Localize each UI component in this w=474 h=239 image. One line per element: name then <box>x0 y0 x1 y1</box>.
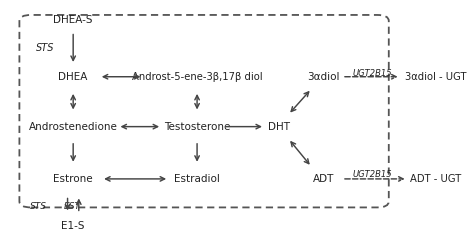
Text: Estradiol: Estradiol <box>174 174 220 184</box>
Text: DHT: DHT <box>268 122 290 132</box>
Text: UGT2B15: UGT2B15 <box>353 170 392 179</box>
Text: Androst-5-ene-3β,17β diol: Androst-5-ene-3β,17β diol <box>132 72 263 82</box>
Text: 3αdiol: 3αdiol <box>307 72 339 82</box>
Text: STS: STS <box>36 43 55 53</box>
Text: ADT - UGT: ADT - UGT <box>410 174 461 184</box>
Text: E1-S: E1-S <box>62 221 85 231</box>
Text: UGT2B15: UGT2B15 <box>353 69 392 78</box>
Text: DHEA-S: DHEA-S <box>54 15 93 25</box>
Text: Estrone: Estrone <box>54 174 93 184</box>
Text: ADT: ADT <box>313 174 334 184</box>
Text: Testosterone: Testosterone <box>164 122 230 132</box>
Text: Androstenedione: Androstenedione <box>29 122 118 132</box>
Text: 3αdiol - UGT: 3αdiol - UGT <box>405 72 466 82</box>
Text: DHEA: DHEA <box>58 72 88 82</box>
Text: EST: EST <box>64 202 81 211</box>
Text: STS: STS <box>30 202 47 211</box>
